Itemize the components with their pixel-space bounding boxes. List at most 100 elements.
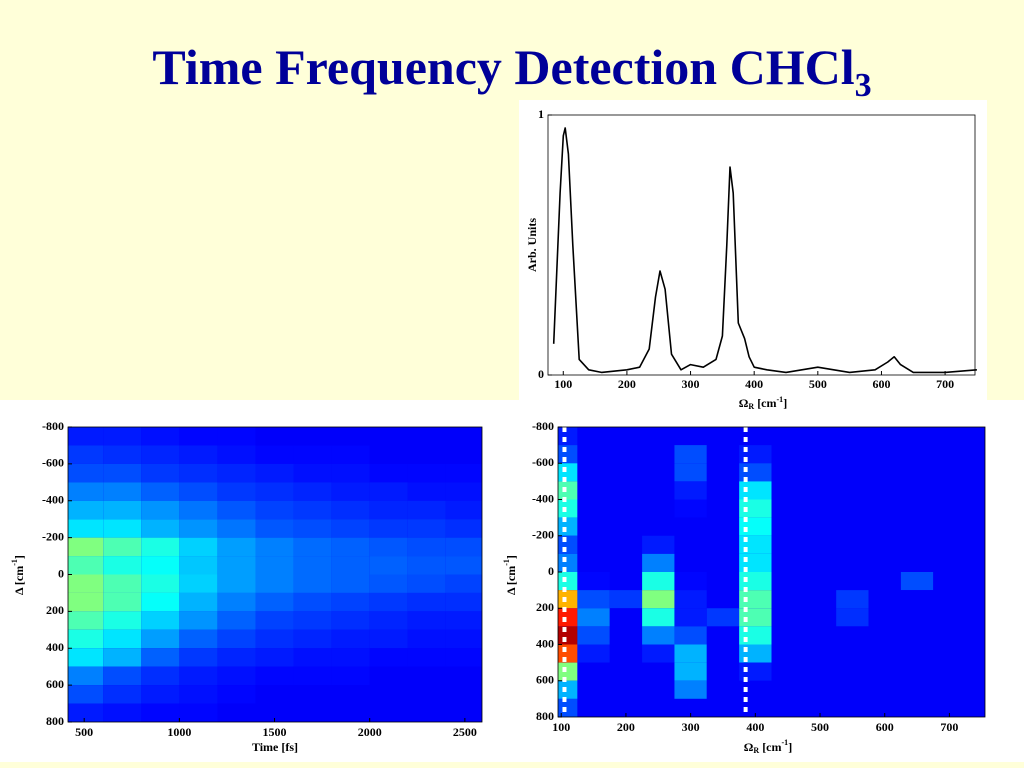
heatmap-cell [965, 553, 985, 572]
heatmap-cell [771, 608, 804, 627]
heatmap-cell [179, 611, 218, 630]
heatmap-cell [141, 703, 180, 722]
heatmap-cell [933, 608, 966, 627]
heatmap-cell [217, 445, 256, 464]
heatmap-cell [179, 666, 218, 686]
heatmap-cell [674, 572, 707, 591]
heatmap-cell [642, 626, 675, 645]
heatmap-cell [103, 629, 142, 649]
heatmap-cell [331, 556, 370, 575]
heatmap-cell [369, 427, 408, 446]
x-tick-label: 200 [618, 377, 636, 391]
heatmap-cell [577, 463, 610, 482]
heatmap-cell [965, 445, 985, 464]
heatmap-cell [141, 611, 180, 630]
heatmap-cell [293, 556, 332, 575]
heatmap-cell [558, 590, 578, 609]
heatmap-cell [217, 482, 256, 501]
heatmap-cell [331, 427, 370, 446]
heatmap-cell [739, 481, 772, 500]
heatmap-cell [141, 537, 180, 557]
heatmap-cell [642, 535, 675, 554]
heatmap-cell [965, 427, 985, 446]
heatmap-cell [445, 556, 482, 575]
heatmap-cell [68, 574, 104, 593]
heatmap-cell [642, 590, 675, 609]
heatmap-cell [674, 662, 707, 681]
heatmap-cell [868, 698, 901, 717]
heatmap-cell [900, 662, 934, 681]
heatmap-cell [803, 572, 837, 591]
heatmap-cell [609, 445, 643, 464]
x-tick-label: 600 [872, 377, 890, 391]
heatmap-cell [674, 535, 707, 554]
heatmap-cell [900, 553, 934, 572]
y-tick-label: -200 [42, 529, 64, 543]
heatmap-cell [179, 629, 218, 649]
heatmap-cell [217, 592, 256, 612]
y-tick-label: -200 [532, 528, 554, 542]
y-tick-label: -600 [532, 455, 554, 469]
heatmap-cell [331, 519, 370, 538]
heatmap-cell [577, 644, 610, 663]
heatmap-cell [933, 445, 966, 464]
heatmap-cell [706, 481, 740, 500]
heatmap-cell [445, 500, 482, 520]
heatmap-cell [706, 572, 740, 591]
heatmap-cell [445, 445, 482, 464]
heatmap-cell [642, 427, 675, 446]
heatmap-cell [706, 680, 740, 699]
heatmap-cell [642, 445, 675, 464]
heatmap-cell [68, 445, 104, 464]
heatmap-cell [674, 698, 707, 717]
heatmap-cell [293, 482, 332, 501]
heatmap-cell [103, 666, 142, 686]
heatmap-cell [68, 519, 104, 538]
x-tick-label: 2000 [358, 725, 382, 739]
heatmap-cell [771, 481, 804, 500]
heatmap-cell [445, 537, 482, 557]
heatmap-cell [706, 608, 740, 627]
heatmap-cell [771, 680, 804, 699]
heatmap-cell [900, 481, 934, 500]
heatmap-cell [803, 698, 837, 717]
heatmap-cell [179, 685, 218, 704]
heatmap-cell [141, 519, 180, 538]
heatmap-cell [179, 500, 218, 520]
heatmap-cell [331, 482, 370, 501]
heatmap-cell [771, 463, 804, 482]
heatmap-cell [103, 519, 142, 538]
heatmap-cell [141, 629, 180, 649]
heatmap-cell [369, 500, 408, 520]
heatmap-cell [103, 685, 142, 704]
heatmap-cell [803, 608, 837, 627]
heatmap-cell [331, 592, 370, 612]
heatmap-cell [739, 499, 772, 518]
heatmap-cell [900, 463, 934, 482]
heatmap-cell [445, 519, 482, 538]
heatmap-cell [331, 537, 370, 557]
heatmap-cell [674, 481, 707, 500]
x-tick-label: 700 [936, 377, 954, 391]
y-tick-label: -600 [42, 456, 64, 470]
heatmap-cell [103, 482, 142, 501]
heatmap-cell [369, 648, 408, 667]
heatmap-cell [868, 499, 901, 518]
heatmap-cell [68, 592, 104, 612]
heatmap-cell [445, 592, 482, 612]
heatmap-cell [933, 572, 966, 591]
heatmap-cell [836, 572, 869, 591]
x-tick-label: 1000 [167, 725, 191, 739]
heatmap-cell [179, 445, 218, 464]
heatmap-cell [293, 445, 332, 464]
heatmap-cell [933, 499, 966, 518]
x-tick-label: 100 [554, 377, 572, 391]
heatmap-cell [577, 427, 610, 446]
heatmap-cell [255, 463, 294, 483]
heatmap-cell [217, 574, 256, 593]
heatmap-cell [706, 445, 740, 464]
heatmap-cell [445, 611, 482, 630]
heatmap-cell [577, 517, 610, 536]
heatmap-cell [293, 519, 332, 538]
